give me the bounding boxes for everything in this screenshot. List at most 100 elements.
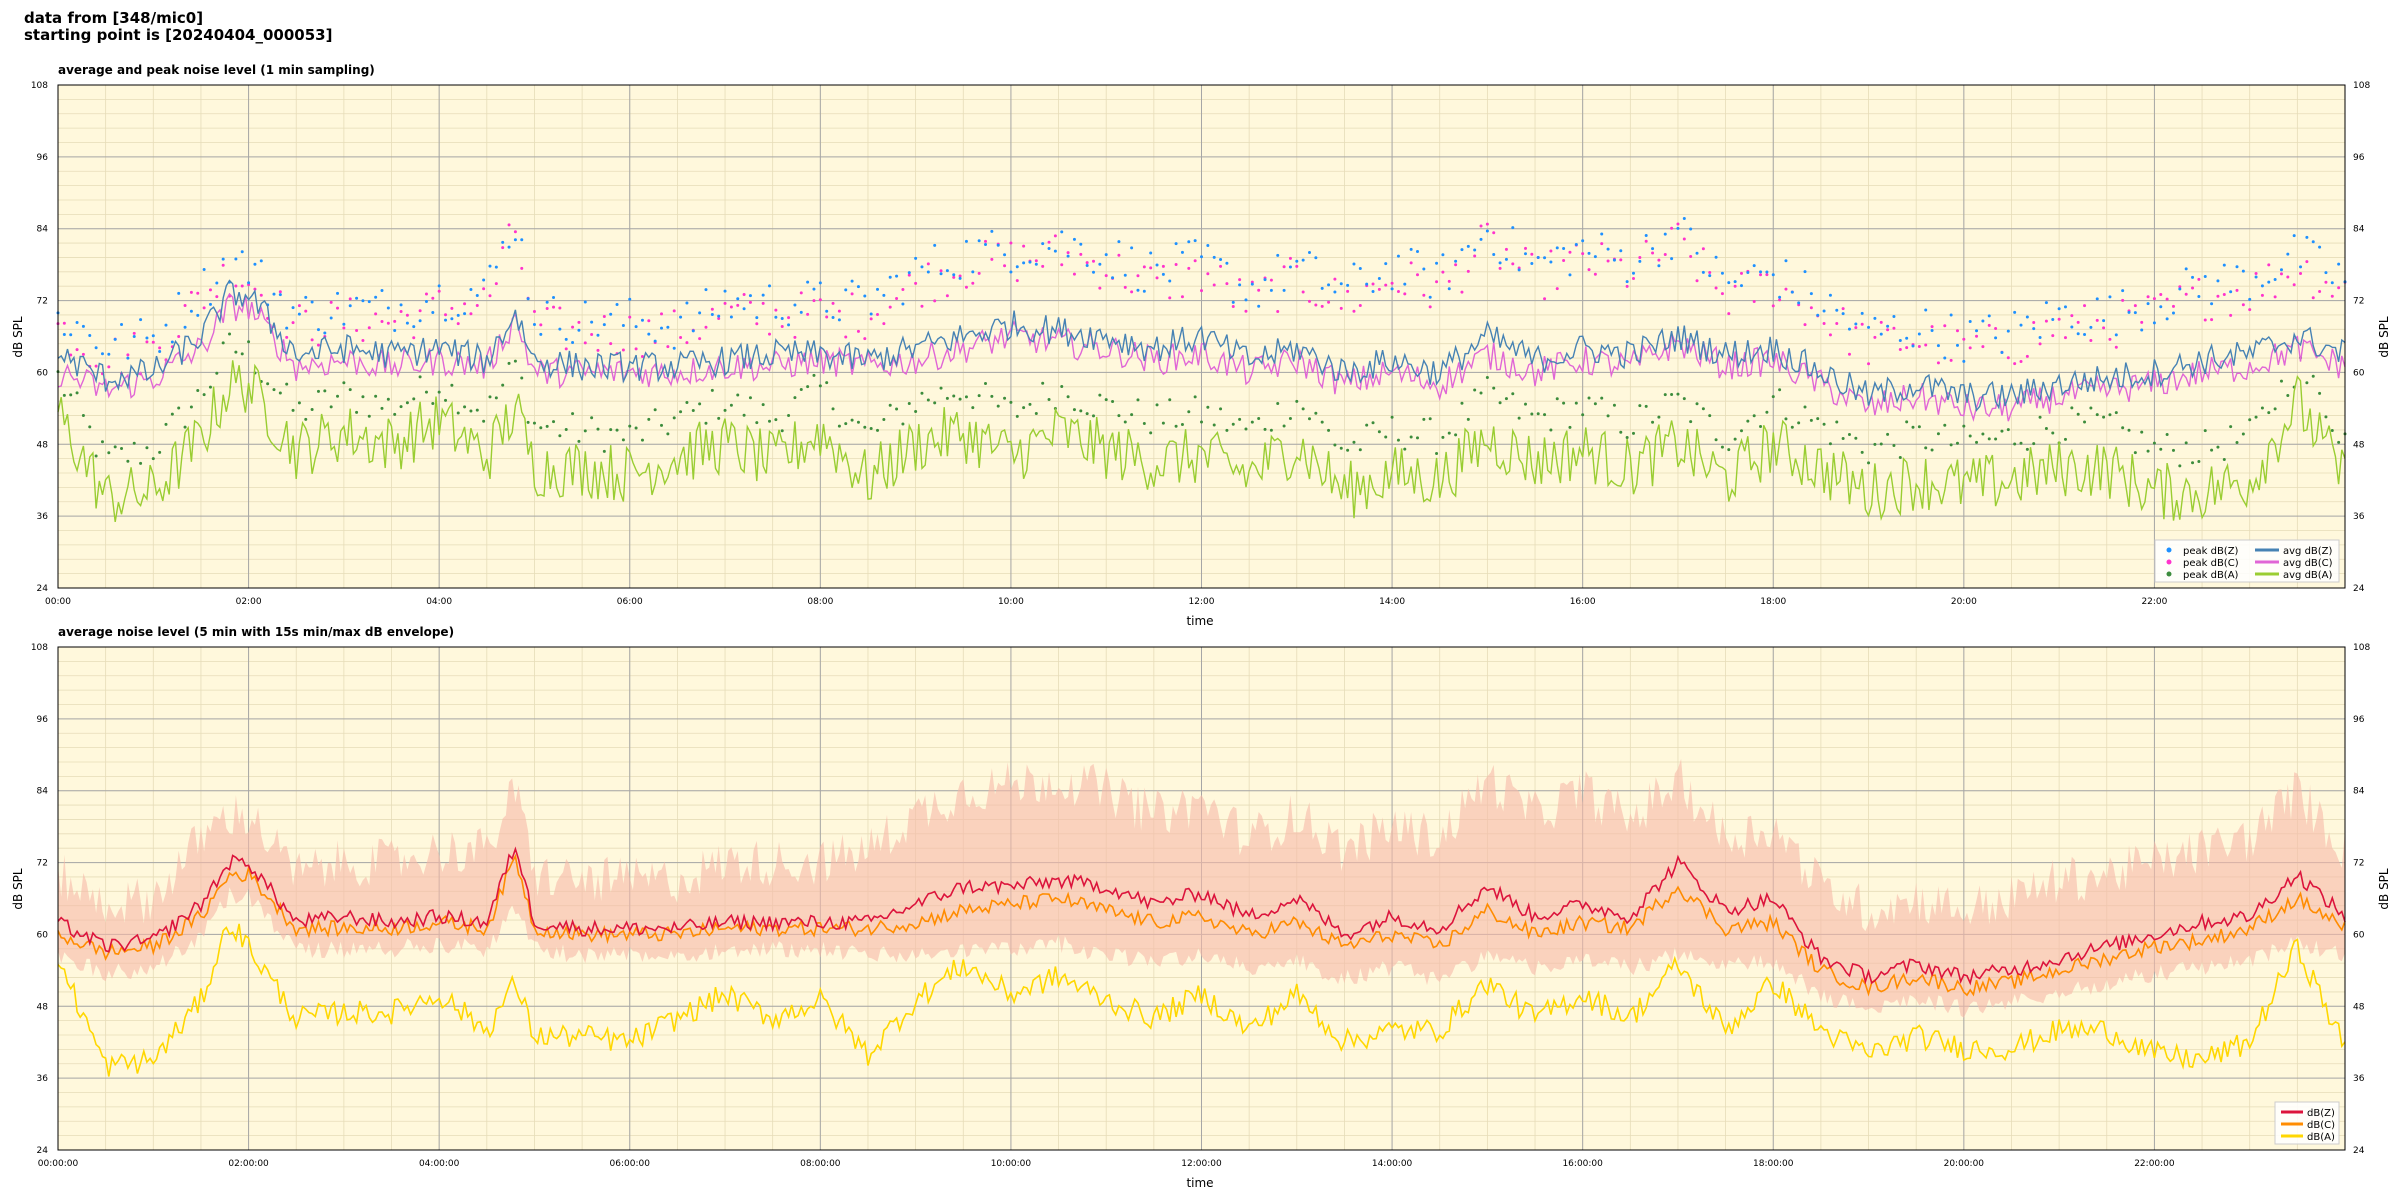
legend: dB(Z)dB(C)dB(A) xyxy=(2274,1101,2340,1145)
peak-point xyxy=(2051,334,2055,338)
peak-point xyxy=(126,353,130,357)
peak-point xyxy=(1301,407,1305,411)
peak-point xyxy=(107,352,111,356)
peak-point xyxy=(2019,441,2023,445)
peak-point xyxy=(590,320,594,324)
peak-point xyxy=(577,439,581,443)
y-tick-label-right: 108 xyxy=(2353,81,2370,91)
peak-point xyxy=(183,325,187,329)
peak-point xyxy=(1987,323,1991,327)
peak-point xyxy=(1771,273,1775,277)
peak-point xyxy=(2279,379,2283,383)
peak-point xyxy=(520,238,524,242)
peak-point xyxy=(1072,408,1076,412)
peak-point xyxy=(958,274,962,278)
y-tick-label-right: 96 xyxy=(2353,715,2365,725)
peak-point xyxy=(2089,406,2093,410)
peak-point xyxy=(2229,425,2233,429)
peak-point xyxy=(666,432,670,436)
peak-point xyxy=(1047,240,1051,244)
line-dbz xyxy=(57,846,2346,986)
peak-point xyxy=(1828,333,1832,337)
peak-point xyxy=(2095,297,2099,301)
peak-point xyxy=(799,310,803,314)
peak-point xyxy=(2171,448,2175,452)
peak-point xyxy=(640,438,644,442)
peak-point xyxy=(1739,429,1743,433)
peak-point xyxy=(768,419,772,423)
peak-point xyxy=(2063,437,2067,441)
peak-point xyxy=(1288,256,1292,260)
peak-point xyxy=(964,285,968,289)
peak-point xyxy=(876,312,880,316)
peak-point xyxy=(755,316,759,320)
peak-point xyxy=(444,318,448,322)
peak-point xyxy=(1873,316,1877,320)
peak-point xyxy=(1670,257,1674,261)
peak-point xyxy=(2292,234,2296,238)
peak-point xyxy=(418,319,422,323)
peak-point xyxy=(158,450,162,454)
legend-marker xyxy=(2166,559,2172,565)
peak-point xyxy=(787,316,791,320)
peak-point xyxy=(189,290,193,294)
peak-point xyxy=(2051,431,2055,435)
peak-point xyxy=(1892,326,1896,330)
peak-point xyxy=(1676,392,1680,396)
peak-point xyxy=(1835,420,1839,424)
peak-point xyxy=(1200,420,1203,424)
peak-point xyxy=(297,304,301,308)
peak-point xyxy=(552,420,556,424)
peak-point xyxy=(1466,244,1470,248)
peak-point xyxy=(1161,421,1165,425)
peak-point xyxy=(2210,448,2214,452)
peak-point xyxy=(1523,246,1527,250)
x-tick-label: 20:00:00 xyxy=(1944,1159,1985,1169)
peak-point xyxy=(1581,413,1585,417)
peak-point xyxy=(1638,255,1642,259)
peak-point xyxy=(1930,325,1934,329)
peak-point xyxy=(444,398,448,402)
peak-point xyxy=(964,395,968,399)
peak-point xyxy=(1193,395,1197,399)
peak-point xyxy=(2044,427,2048,431)
peak-point xyxy=(2210,302,2214,306)
peak-point xyxy=(1231,422,1235,426)
peak-point xyxy=(323,331,327,335)
x-tick-label: 22:00 xyxy=(2141,597,2167,607)
peak-point xyxy=(1009,241,1013,245)
peak-point xyxy=(615,302,619,306)
peak-point xyxy=(1422,293,1426,297)
peak-point xyxy=(1695,251,1699,255)
peak-point xyxy=(2279,268,2283,272)
peak-point xyxy=(1098,286,1102,290)
peak-point xyxy=(1212,255,1216,259)
peak-point xyxy=(1358,448,1362,452)
peak-point xyxy=(1593,272,1597,276)
peak-point xyxy=(2184,292,2188,296)
peak-point xyxy=(628,315,632,319)
peak-point xyxy=(780,317,784,321)
peak-point xyxy=(532,421,536,425)
peak-point xyxy=(882,322,886,326)
x-tick-label: 00:00 xyxy=(45,597,71,607)
peak-point xyxy=(1479,391,1483,395)
peak-point xyxy=(240,250,244,254)
peak-point xyxy=(2337,286,2341,290)
peak-point xyxy=(1511,262,1515,266)
peak-point xyxy=(2299,272,2303,276)
peak-point xyxy=(1447,287,1451,291)
peak-point xyxy=(2235,440,2239,444)
peak-point xyxy=(1111,399,1115,403)
peak-point xyxy=(120,446,124,450)
y-tick-label: 84 xyxy=(37,787,49,797)
peak-point xyxy=(1454,263,1458,267)
peak-point xyxy=(1733,280,1737,284)
peak-point xyxy=(1009,270,1013,274)
peak-point xyxy=(1778,388,1782,392)
peak-point xyxy=(75,391,79,395)
peak-point xyxy=(1714,255,1718,259)
peak-point xyxy=(596,427,600,431)
peak-point xyxy=(342,381,346,385)
peak-point xyxy=(1396,438,1400,442)
